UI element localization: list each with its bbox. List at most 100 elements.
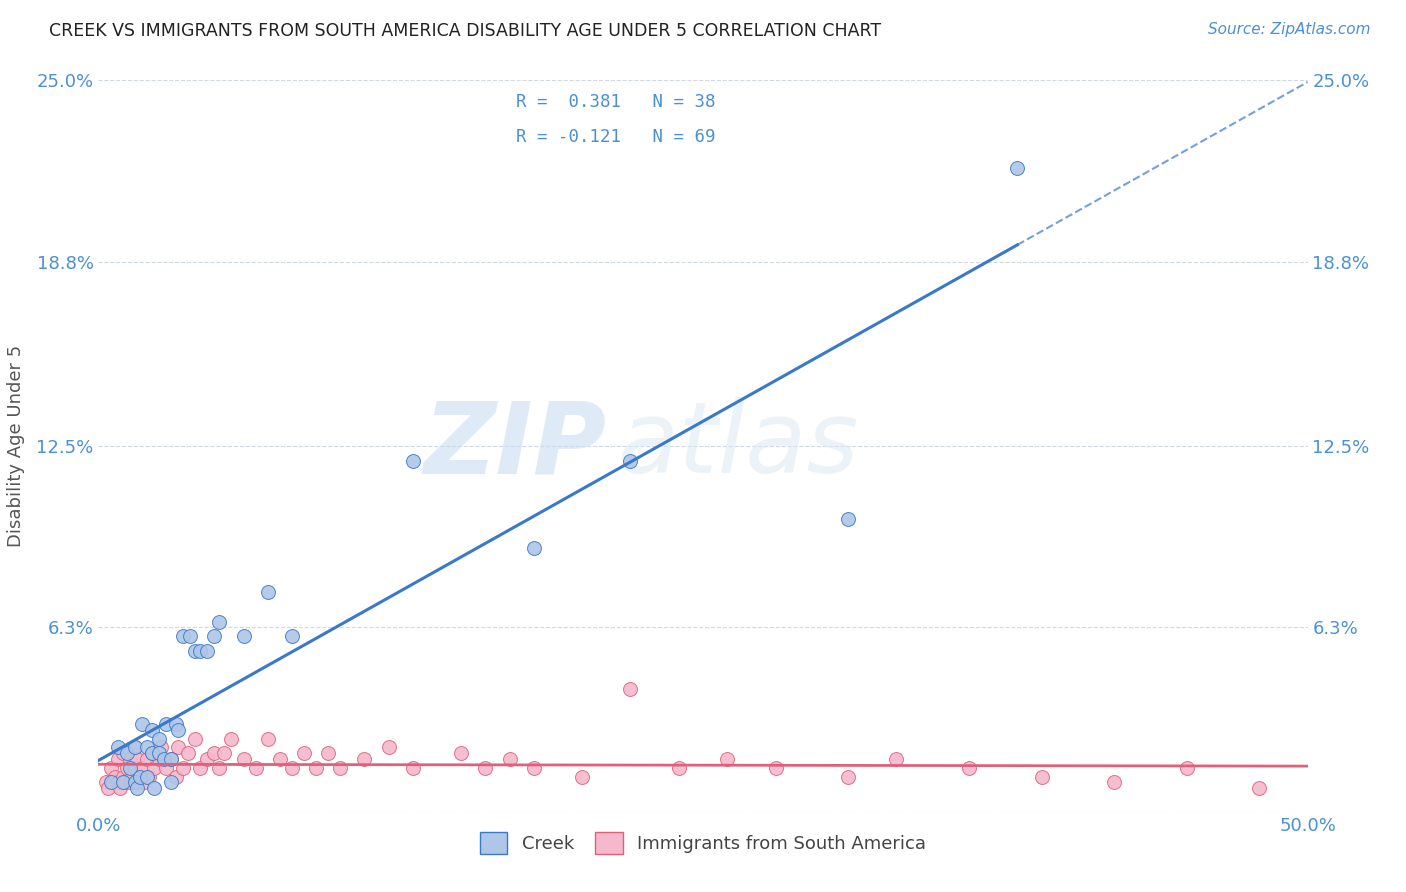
Point bbox=[232, 629, 254, 643]
Point bbox=[165, 770, 187, 784]
Point bbox=[150, 740, 173, 755]
Point bbox=[377, 740, 399, 755]
Point bbox=[188, 761, 211, 775]
Point bbox=[765, 761, 787, 775]
Point bbox=[160, 752, 183, 766]
Point bbox=[143, 761, 166, 775]
Point bbox=[118, 761, 141, 775]
Point bbox=[155, 761, 177, 775]
Point bbox=[619, 453, 641, 467]
Point bbox=[104, 770, 127, 784]
Point bbox=[155, 717, 177, 731]
Point bbox=[167, 740, 190, 755]
Point bbox=[118, 775, 141, 789]
Point bbox=[184, 731, 207, 746]
Text: CREEK VS IMMIGRANTS FROM SOUTH AMERICA DISABILITY AGE UNDER 5 CORRELATION CHART: CREEK VS IMMIGRANTS FROM SOUTH AMERICA D… bbox=[49, 22, 882, 40]
Point bbox=[523, 761, 546, 775]
Point bbox=[571, 770, 593, 784]
Point bbox=[131, 761, 153, 775]
Legend: Creek, Immigrants from South America: Creek, Immigrants from South America bbox=[472, 825, 934, 861]
Point bbox=[172, 761, 194, 775]
Point bbox=[124, 775, 146, 789]
Point bbox=[305, 761, 328, 775]
Point bbox=[1175, 761, 1198, 775]
Point bbox=[141, 723, 163, 737]
Point bbox=[269, 752, 291, 766]
Point bbox=[292, 746, 315, 760]
Point bbox=[124, 761, 146, 775]
Point bbox=[256, 585, 278, 599]
Point bbox=[281, 629, 304, 643]
Point bbox=[117, 746, 139, 760]
Point bbox=[127, 775, 149, 789]
Point bbox=[402, 761, 425, 775]
Point bbox=[167, 723, 190, 737]
Point bbox=[160, 752, 183, 766]
Y-axis label: Disability Age Under 5: Disability Age Under 5 bbox=[7, 345, 25, 547]
Point bbox=[188, 644, 211, 658]
Point bbox=[148, 752, 170, 766]
Point bbox=[100, 761, 122, 775]
Point bbox=[474, 761, 496, 775]
Point bbox=[128, 770, 150, 784]
Point bbox=[221, 731, 243, 746]
Point bbox=[184, 644, 207, 658]
Point bbox=[135, 770, 157, 784]
Point bbox=[195, 752, 218, 766]
Point bbox=[957, 761, 980, 775]
Point bbox=[165, 717, 187, 731]
Point bbox=[143, 781, 166, 796]
Point bbox=[1007, 161, 1029, 175]
Point bbox=[1249, 781, 1271, 796]
Point bbox=[886, 752, 908, 766]
Point bbox=[1102, 775, 1125, 789]
Point bbox=[172, 629, 194, 643]
Point bbox=[152, 752, 174, 766]
Point bbox=[208, 761, 231, 775]
Point bbox=[204, 629, 226, 643]
Point bbox=[837, 512, 859, 526]
Point bbox=[107, 752, 129, 766]
Point bbox=[111, 775, 134, 789]
Point bbox=[316, 746, 339, 760]
Point bbox=[107, 775, 129, 789]
Point bbox=[232, 752, 254, 766]
Point bbox=[212, 746, 235, 760]
Point bbox=[245, 761, 267, 775]
Point bbox=[256, 731, 278, 746]
Point bbox=[101, 775, 124, 789]
Point bbox=[619, 681, 641, 696]
Point bbox=[353, 752, 375, 766]
Point bbox=[208, 615, 231, 629]
Point bbox=[121, 770, 143, 784]
Point bbox=[117, 761, 139, 775]
Point bbox=[160, 775, 183, 789]
Point bbox=[128, 770, 150, 784]
Point bbox=[141, 746, 163, 760]
Point bbox=[111, 770, 134, 784]
Point bbox=[179, 629, 201, 643]
Point bbox=[135, 752, 157, 766]
Point bbox=[134, 775, 156, 789]
Text: R =  0.381   N = 38: R = 0.381 N = 38 bbox=[516, 93, 716, 111]
Point bbox=[100, 775, 122, 789]
Point bbox=[668, 761, 690, 775]
Point bbox=[195, 644, 218, 658]
Point bbox=[127, 781, 149, 796]
Point bbox=[111, 746, 134, 760]
Text: Source: ZipAtlas.com: Source: ZipAtlas.com bbox=[1208, 22, 1371, 37]
Point bbox=[523, 541, 546, 556]
Point bbox=[148, 731, 170, 746]
Point bbox=[204, 746, 226, 760]
Point bbox=[1031, 770, 1053, 784]
Point bbox=[127, 752, 149, 766]
Point bbox=[141, 746, 163, 760]
Point bbox=[118, 752, 141, 766]
Point bbox=[97, 781, 120, 796]
Point bbox=[450, 746, 472, 760]
Point bbox=[124, 740, 146, 755]
Text: ZIP: ZIP bbox=[423, 398, 606, 494]
Point bbox=[108, 781, 131, 796]
Point bbox=[138, 770, 160, 784]
Text: R = -0.121   N = 69: R = -0.121 N = 69 bbox=[516, 128, 716, 145]
